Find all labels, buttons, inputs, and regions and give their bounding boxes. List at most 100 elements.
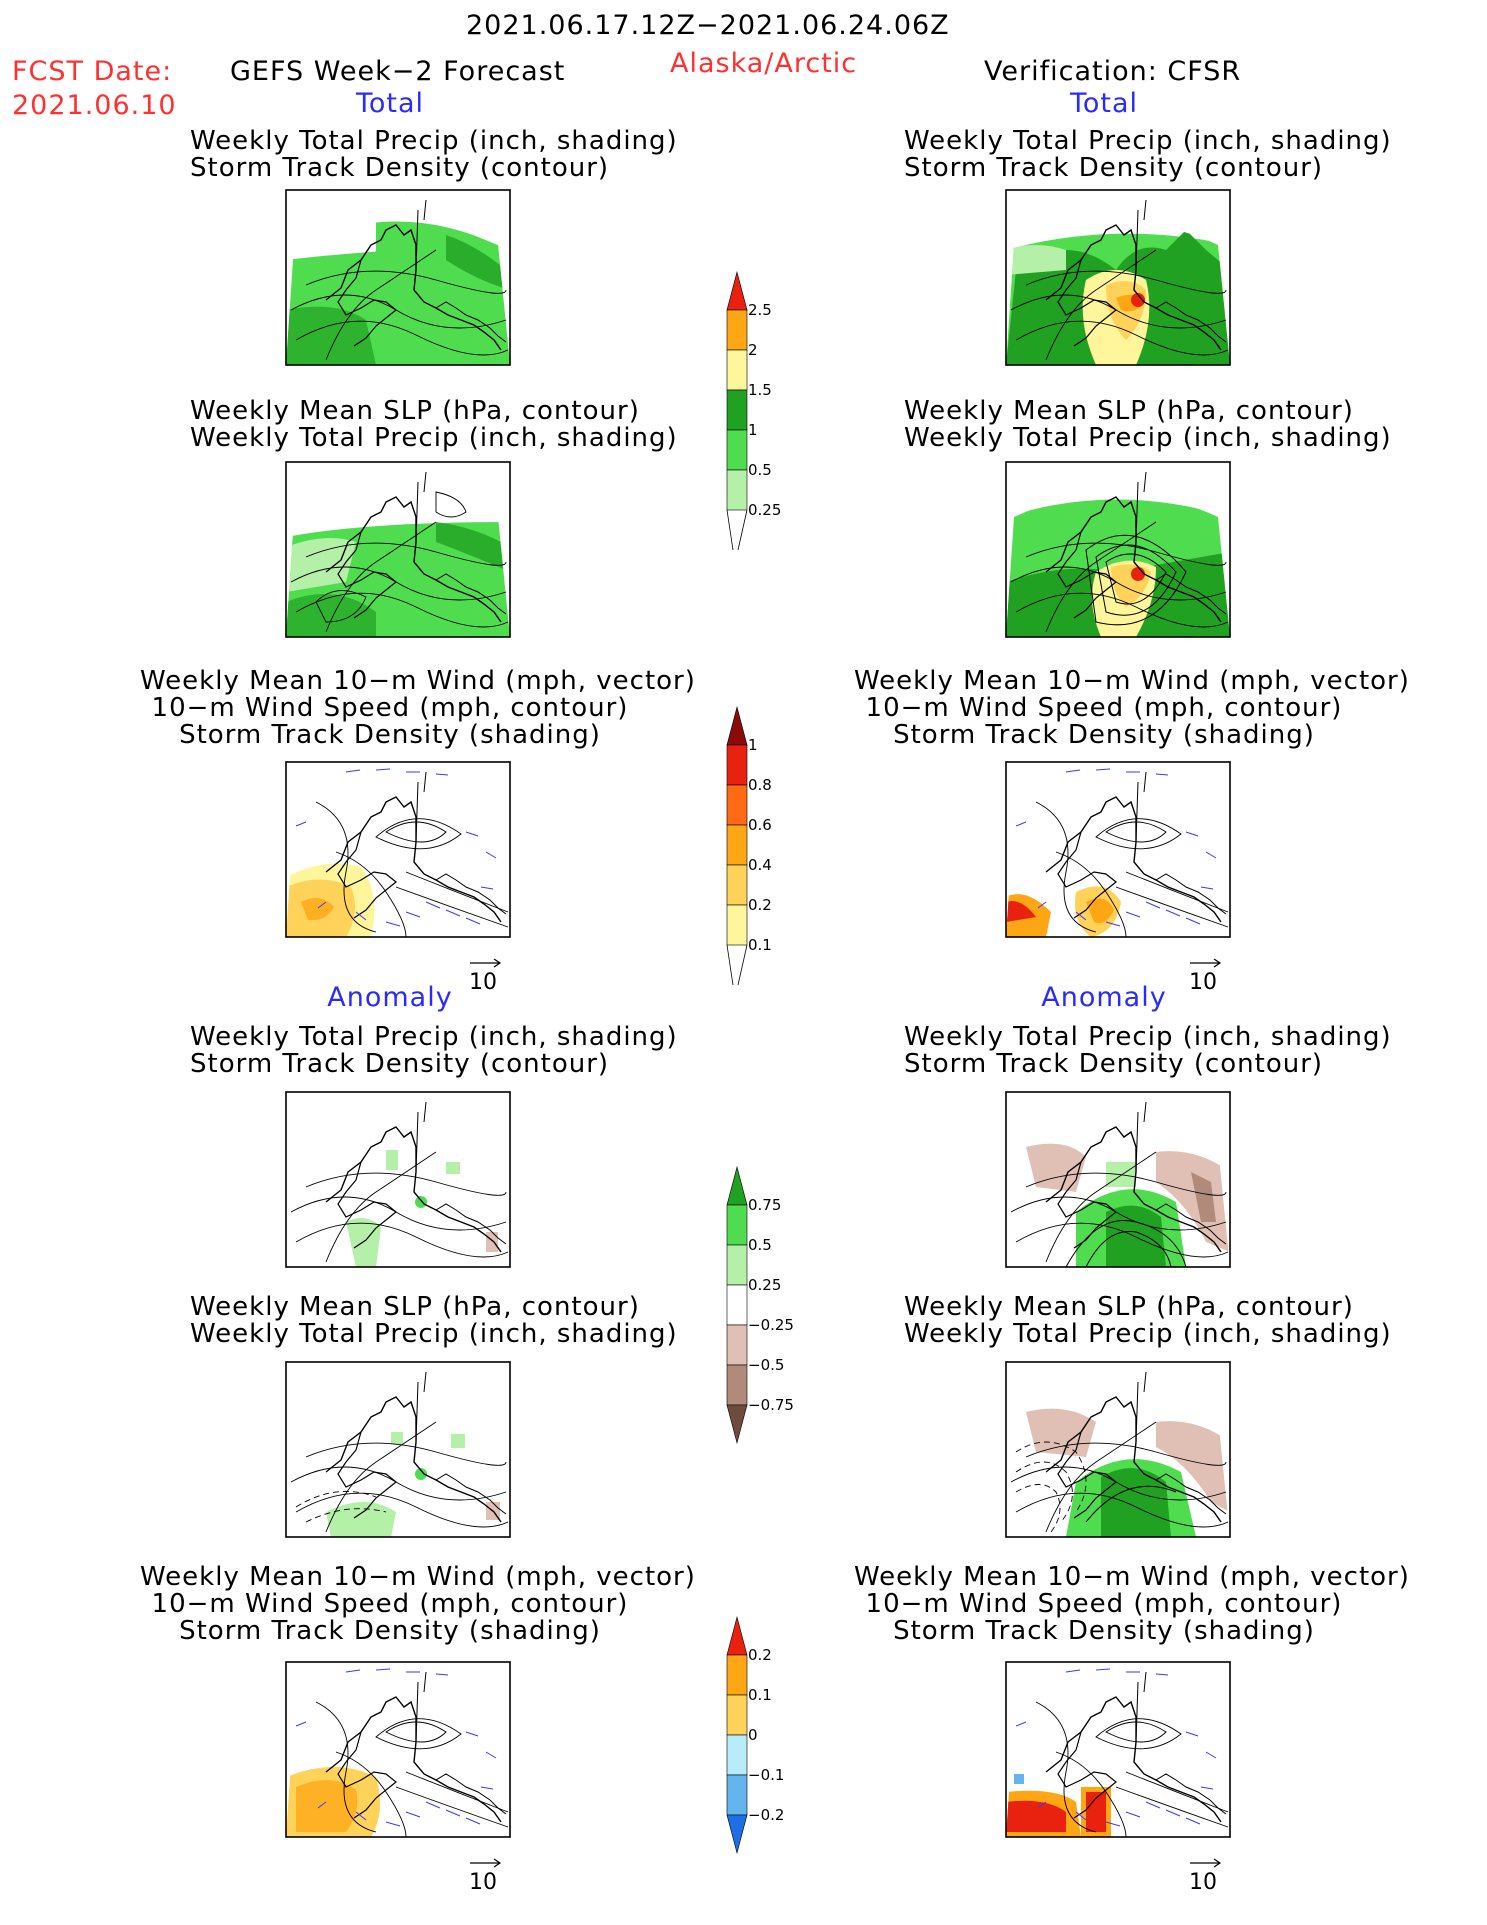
title-line: Weekly Mean 10−m Wind (mph, vector) <box>140 666 696 696</box>
slp-contour <box>295 1490 377 1508</box>
title-line: Weekly Mean SLP (hPa, contour) <box>190 1292 640 1322</box>
map-anom-slp-right <box>1005 1361 1231 1538</box>
vector-reference-total-left: 10 <box>469 958 502 995</box>
colorbar-precip-total: 2.5 2 1.5 1 0.5 0.25 <box>726 270 781 551</box>
map-total-wind-left <box>285 761 511 938</box>
panel-title-anom-wind-right: Weekly Mean 10−m Wind (mph, vector) 10−m… <box>854 1562 1410 1646</box>
title-line: Storm Track Density (shading) <box>893 1616 1315 1646</box>
title-line: 10−m Wind Speed (mph, contour) <box>151 1589 629 1619</box>
map-shading <box>286 522 510 637</box>
colorbar-label: 0.1 <box>748 936 772 954</box>
colorbar-label: 0.2 <box>748 896 772 914</box>
map-shading <box>1006 1774 1111 1837</box>
colorbar-label: 0.4 <box>748 856 772 874</box>
colorbar-label: 0.25 <box>748 1276 781 1294</box>
colorbar-label: 0.5 <box>748 461 772 479</box>
fcst-date-label: FCST Date: <box>12 56 173 87</box>
colorbar-label: 0.1 <box>748 1686 772 1704</box>
title-line: Weekly Mean 10−m Wind (mph, vector) <box>854 666 1410 696</box>
panel-title-total-wind-left: Weekly Mean 10−m Wind (mph, vector) 10−m… <box>140 666 696 750</box>
map-anom-precip-right <box>1005 1091 1231 1268</box>
map-total-slp-left <box>285 461 511 638</box>
vector-label: 10 <box>1189 970 1217 995</box>
title-line: 10−m Wind Speed (mph, contour) <box>865 693 1343 723</box>
title-line: Storm Track Density (shading) <box>179 1616 601 1646</box>
colorbar-label: 0.6 <box>748 816 772 834</box>
slp-contour <box>305 1508 387 1523</box>
colorbar-track-anom: 0.2 0.1 0 −0.1 −0.2 <box>726 1615 784 1855</box>
colorbar-label: 1.5 <box>748 381 772 399</box>
map-frame <box>286 1092 510 1267</box>
map-shading <box>286 1767 380 1837</box>
section-total-right: Total <box>1069 88 1139 119</box>
region-title: Alaska/Arctic <box>670 48 858 79</box>
slp-contour <box>1015 1484 1061 1533</box>
colorbar-label: 2 <box>748 341 758 359</box>
title-line: Storm Track Density (contour) <box>904 153 1324 183</box>
panel-title-total-wind-right: Weekly Mean 10−m Wind (mph, vector) 10−m… <box>854 666 1410 750</box>
map-total-precip-right <box>1005 189 1231 366</box>
slp-contour <box>1015 1441 1087 1513</box>
vector-reference-anom-left: 10 <box>469 1858 502 1895</box>
title-line: Storm Track Density (shading) <box>179 720 601 750</box>
colorbar-label: −0.25 <box>748 1316 794 1334</box>
map-shading <box>1006 499 1230 637</box>
period-title: 2021.06.17.12Z−2021.06.24.06Z <box>466 10 950 41</box>
vector-label: 10 <box>469 1870 497 1895</box>
colorbar-label: 0.8 <box>748 776 772 794</box>
vector-arrow <box>1190 958 1222 968</box>
title-line: 10−m Wind Speed (mph, contour) <box>151 693 629 723</box>
title-line: Storm Track Density (contour) <box>904 1049 1324 1079</box>
forecast-title: GEFS Week−2 Forecast <box>230 56 566 87</box>
slp-contour <box>315 590 367 623</box>
title-line: Weekly Mean SLP (hPa, contour) <box>904 1292 1354 1322</box>
map-shading <box>1026 1408 1230 1537</box>
map-total-wind-right <box>1005 761 1231 938</box>
colorbar-label: 0.75 <box>748 1196 781 1214</box>
colorbar-label: −0.2 <box>748 1806 784 1824</box>
map-shading <box>1006 230 1230 365</box>
vector-label: 10 <box>1189 1870 1217 1895</box>
colorbar-label: 1 <box>748 736 758 754</box>
title-line: 10−m Wind Speed (mph, contour) <box>865 1589 1343 1619</box>
slp-contour <box>435 491 467 518</box>
title-line: Weekly Mean 10−m Wind (mph, vector) <box>854 1562 1410 1592</box>
colorbar-track-total: 1 0.8 0.6 0.4 0.2 0.1 <box>726 705 772 986</box>
slp-contour <box>1105 553 1167 605</box>
colorbar-label: −0.5 <box>748 1356 784 1374</box>
colorbar-label: −0.1 <box>748 1766 784 1784</box>
colorbar-label: 0.2 <box>748 1646 772 1664</box>
colorbar-precip-anom: 0.75 0.5 0.25 −0.25 −0.5 −0.75 <box>726 1165 794 1445</box>
panel-title-anom-wind-left: Weekly Mean 10−m Wind (mph, vector) 10−m… <box>140 1562 696 1646</box>
slp-contour <box>1085 1485 1177 1523</box>
title-line: Weekly Mean SLP (hPa, contour) <box>190 396 640 426</box>
title-line: Storm Track Density (shading) <box>893 720 1315 750</box>
colorbar-label: 0.5 <box>748 1236 772 1254</box>
slp-contour <box>1015 1461 1073 1523</box>
title-line: Weekly Mean SLP (hPa, contour) <box>904 396 1354 426</box>
map-shading <box>1006 886 1121 937</box>
map-frame <box>286 1362 510 1537</box>
vector-reference-anom-right: 10 <box>1189 1858 1222 1895</box>
track-contour <box>1085 1230 1172 1268</box>
vector-arrow <box>1190 1858 1222 1868</box>
map-anom-wind-right <box>1005 1661 1231 1838</box>
section-anomaly-right: Anomaly <box>1041 982 1167 1013</box>
fcst-date-value: 2021.06.10 <box>12 90 177 121</box>
map-anom-wind-left <box>285 1661 511 1838</box>
title-line: Storm Track Density (contour) <box>190 153 610 183</box>
colorbar-label: 0.25 <box>748 501 781 519</box>
map-anom-precip-left <box>285 1091 511 1268</box>
title-line: Storm Track Density (contour) <box>190 1049 610 1079</box>
map-total-slp-right <box>1005 461 1231 638</box>
verification-title: Verification: CFSR <box>984 56 1242 87</box>
vector-reference-total-right: 10 <box>1189 958 1222 995</box>
colorbar-label: 1 <box>748 421 758 439</box>
vector-label: 10 <box>469 970 497 995</box>
section-total-left: Total <box>355 88 425 119</box>
map-anom-slp-left <box>285 1361 511 1538</box>
section-anomaly-left: Anomaly <box>327 982 453 1013</box>
colorbar-label: 0 <box>748 1726 758 1744</box>
title-line: Weekly Mean 10−m Wind (mph, vector) <box>140 1562 696 1592</box>
